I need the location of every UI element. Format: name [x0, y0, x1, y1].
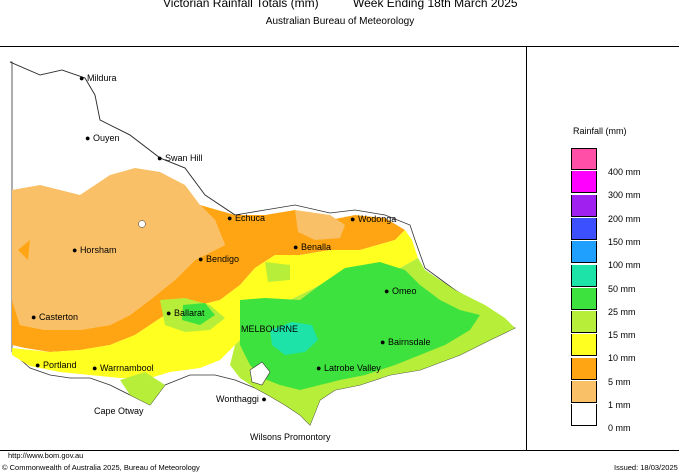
place-wodonga: ● Wodonga [350, 214, 397, 224]
zone-50mm [270, 322, 318, 355]
legend-frame [526, 46, 679, 451]
legend-label: 25 mm [608, 306, 636, 317]
footer-copyright: © Commonwealth of Australia 2025, Bureau… [2, 463, 200, 472]
place-ouyen: ● Ouyen [85, 133, 120, 143]
legend-swatch [571, 404, 597, 427]
zone-1mm [12, 168, 225, 330]
map-title-right: Week Ending 18th March 2025 [353, 0, 518, 10]
legend-label: 10 mm [608, 353, 636, 364]
place-warrnambool: ● Warrnambool [92, 363, 154, 373]
legend-title: Rainfall (mm) [573, 126, 627, 136]
map-title-left: Victorian Rainfall Totals (mm) [163, 0, 319, 10]
place-mildura: ● Mildura [79, 73, 117, 83]
legend-label: 0 mm [608, 423, 631, 434]
place-casterton: ● Casterton [31, 312, 78, 322]
legend-swatch [571, 264, 597, 287]
victoria-rainfall-map [9, 61, 516, 426]
legend-swatch [571, 357, 597, 380]
legend-label: 15 mm [608, 330, 636, 341]
legend-swatch [571, 381, 597, 403]
port-phillip-bay [249, 361, 271, 386]
place-melbourne: MELBOURNE [241, 324, 299, 334]
place-cape-otway: Cape Otway [94, 406, 144, 416]
legend-swatch [571, 217, 597, 240]
map-subtitle: Australian Bureau of Meteorology [0, 16, 680, 27]
legend-swatch [571, 171, 597, 194]
zone-10mm [12, 230, 418, 378]
legend-swatch [571, 334, 597, 357]
legend-label: 150 mm [608, 236, 641, 247]
lake-marker [138, 220, 146, 228]
place-ballarat: ● Ballarat [166, 308, 205, 318]
place-swan-hill: ● Swan Hill [157, 153, 203, 163]
place-wonthaggi: Wonthaggi ● [216, 394, 267, 404]
place-bendigo: ● Bendigo [198, 254, 239, 264]
legend-label: 100 mm [608, 260, 641, 271]
legend-swatch [571, 287, 597, 310]
legend-swatch [571, 194, 597, 217]
place-latrobe-valley: ● Latrobe Valley [316, 363, 381, 373]
footer-url[interactable]: http://www.bom.gov.au [8, 451, 84, 460]
map-title: Victorian Rainfall Totals (mm) Week Endi… [0, 0, 680, 14]
legend-label: 300 mm [608, 190, 641, 201]
legend-label: 400 mm [608, 167, 641, 177]
place-bairnsdale: ● Bairnsdale [380, 337, 431, 347]
zone-5mm [12, 205, 405, 352]
zone-1mm-ne [295, 210, 345, 240]
subtitle-text: Australian Bureau of Meteorology [265, 16, 415, 27]
legend-label: 5 mm [608, 376, 631, 387]
place-echuca: ● Echuca [227, 213, 265, 223]
place-benalla: ● Benalla [293, 242, 331, 252]
map-frame [0, 46, 527, 451]
zone-25mm [182, 262, 480, 390]
place-horsham: ● Horsham [72, 245, 117, 255]
legend-label: 200 mm [608, 213, 641, 224]
place-omeo: ● Omeo [384, 286, 417, 296]
legend-swatch [571, 148, 597, 170]
legend-swatch [571, 311, 597, 334]
place-wilsons-promontory: Wilsons Promontory [250, 432, 331, 442]
legend-label: 1 mm [608, 400, 631, 410]
footer-issued: Issued: 18/03/2025 [614, 463, 678, 472]
murray-river-border [9, 61, 236, 216]
place-portland: ● Portland [35, 360, 77, 370]
legend-label: 50 mm [608, 283, 636, 294]
legend-swatch [571, 241, 597, 264]
